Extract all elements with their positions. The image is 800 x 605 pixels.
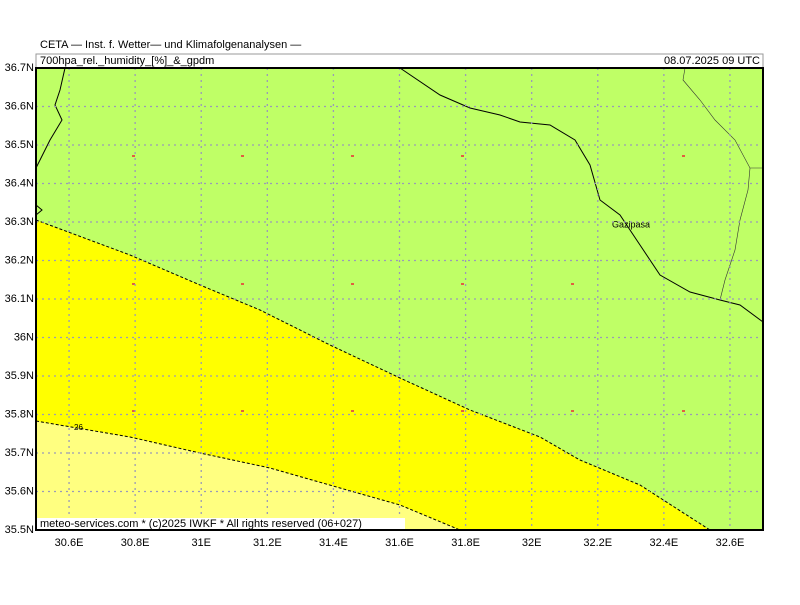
y-tick-label: 35.6N bbox=[5, 485, 34, 497]
x-tick-label: 30.8E bbox=[121, 537, 150, 549]
contour-label: 26 bbox=[74, 423, 83, 432]
map-frame bbox=[35, 67, 764, 531]
footer-bg bbox=[37, 518, 405, 530]
y-tick-label: 35.8N bbox=[5, 408, 34, 420]
coastline bbox=[35, 67, 66, 169]
x-tick-label: 31E bbox=[191, 537, 211, 549]
y-tick-label: 36.3N bbox=[5, 216, 34, 228]
y-tick-label: 36N bbox=[14, 331, 34, 343]
y-tick-label: 36.4N bbox=[5, 177, 34, 189]
y-tick-label: 36.6N bbox=[5, 100, 34, 112]
header-title: CETA — Inst. f. Wetter— und Klimafolgena… bbox=[40, 39, 301, 51]
coastline bbox=[399, 67, 764, 323]
contour bbox=[35, 420, 461, 531]
x-tick-label: 31.6E bbox=[385, 537, 414, 549]
x-tick-label: 31.8E bbox=[451, 537, 480, 549]
x-tick-label: 32.6E bbox=[716, 537, 745, 549]
place-label: Gazipasa bbox=[612, 219, 650, 229]
y-tick-label: 36.7N bbox=[5, 62, 34, 74]
x-tick-label: 31.4E bbox=[319, 537, 348, 549]
product-label: 700hpa_rel._humidity_[%]_&_gpdm bbox=[40, 55, 214, 67]
humidity-fill-low bbox=[36, 421, 460, 530]
y-tick-label: 35.5N bbox=[5, 524, 34, 536]
x-tick-label: 32.2E bbox=[583, 537, 612, 549]
x-tick-label: 30.6E bbox=[55, 537, 84, 549]
x-tick-label: 32E bbox=[522, 537, 542, 549]
y-tick-label: 36.2N bbox=[5, 254, 34, 266]
y-tick-label: 35.9N bbox=[5, 370, 34, 382]
valid-time: 08.07.2025 09 UTC bbox=[664, 55, 760, 67]
contour bbox=[35, 219, 711, 531]
x-tick-label: 32.4E bbox=[649, 537, 678, 549]
coastline bbox=[35, 204, 43, 216]
border bbox=[682, 67, 763, 301]
y-tick-label: 36.1N bbox=[5, 293, 34, 305]
map-area: Gazipasa 26 meteo-services.com * (c)2025… bbox=[35, 67, 764, 531]
y-tick-label: 36.5N bbox=[5, 139, 34, 151]
x-tick-label: 31.2E bbox=[253, 537, 282, 549]
y-tick-label: 35.7N bbox=[5, 447, 34, 459]
footer: meteo-services.com * (c)2025 IWKF * All … bbox=[40, 518, 362, 530]
